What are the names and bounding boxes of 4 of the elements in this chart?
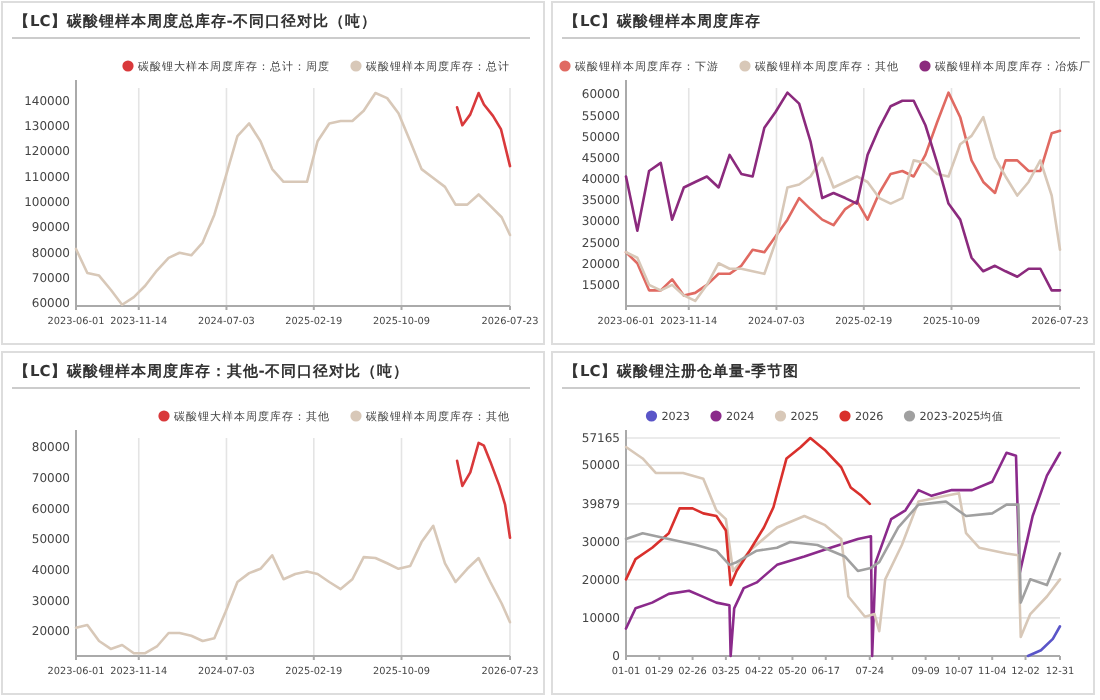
line-series xyxy=(455,91,512,168)
line-series xyxy=(1026,624,1062,658)
line-series xyxy=(455,441,512,540)
line-series xyxy=(624,436,872,587)
